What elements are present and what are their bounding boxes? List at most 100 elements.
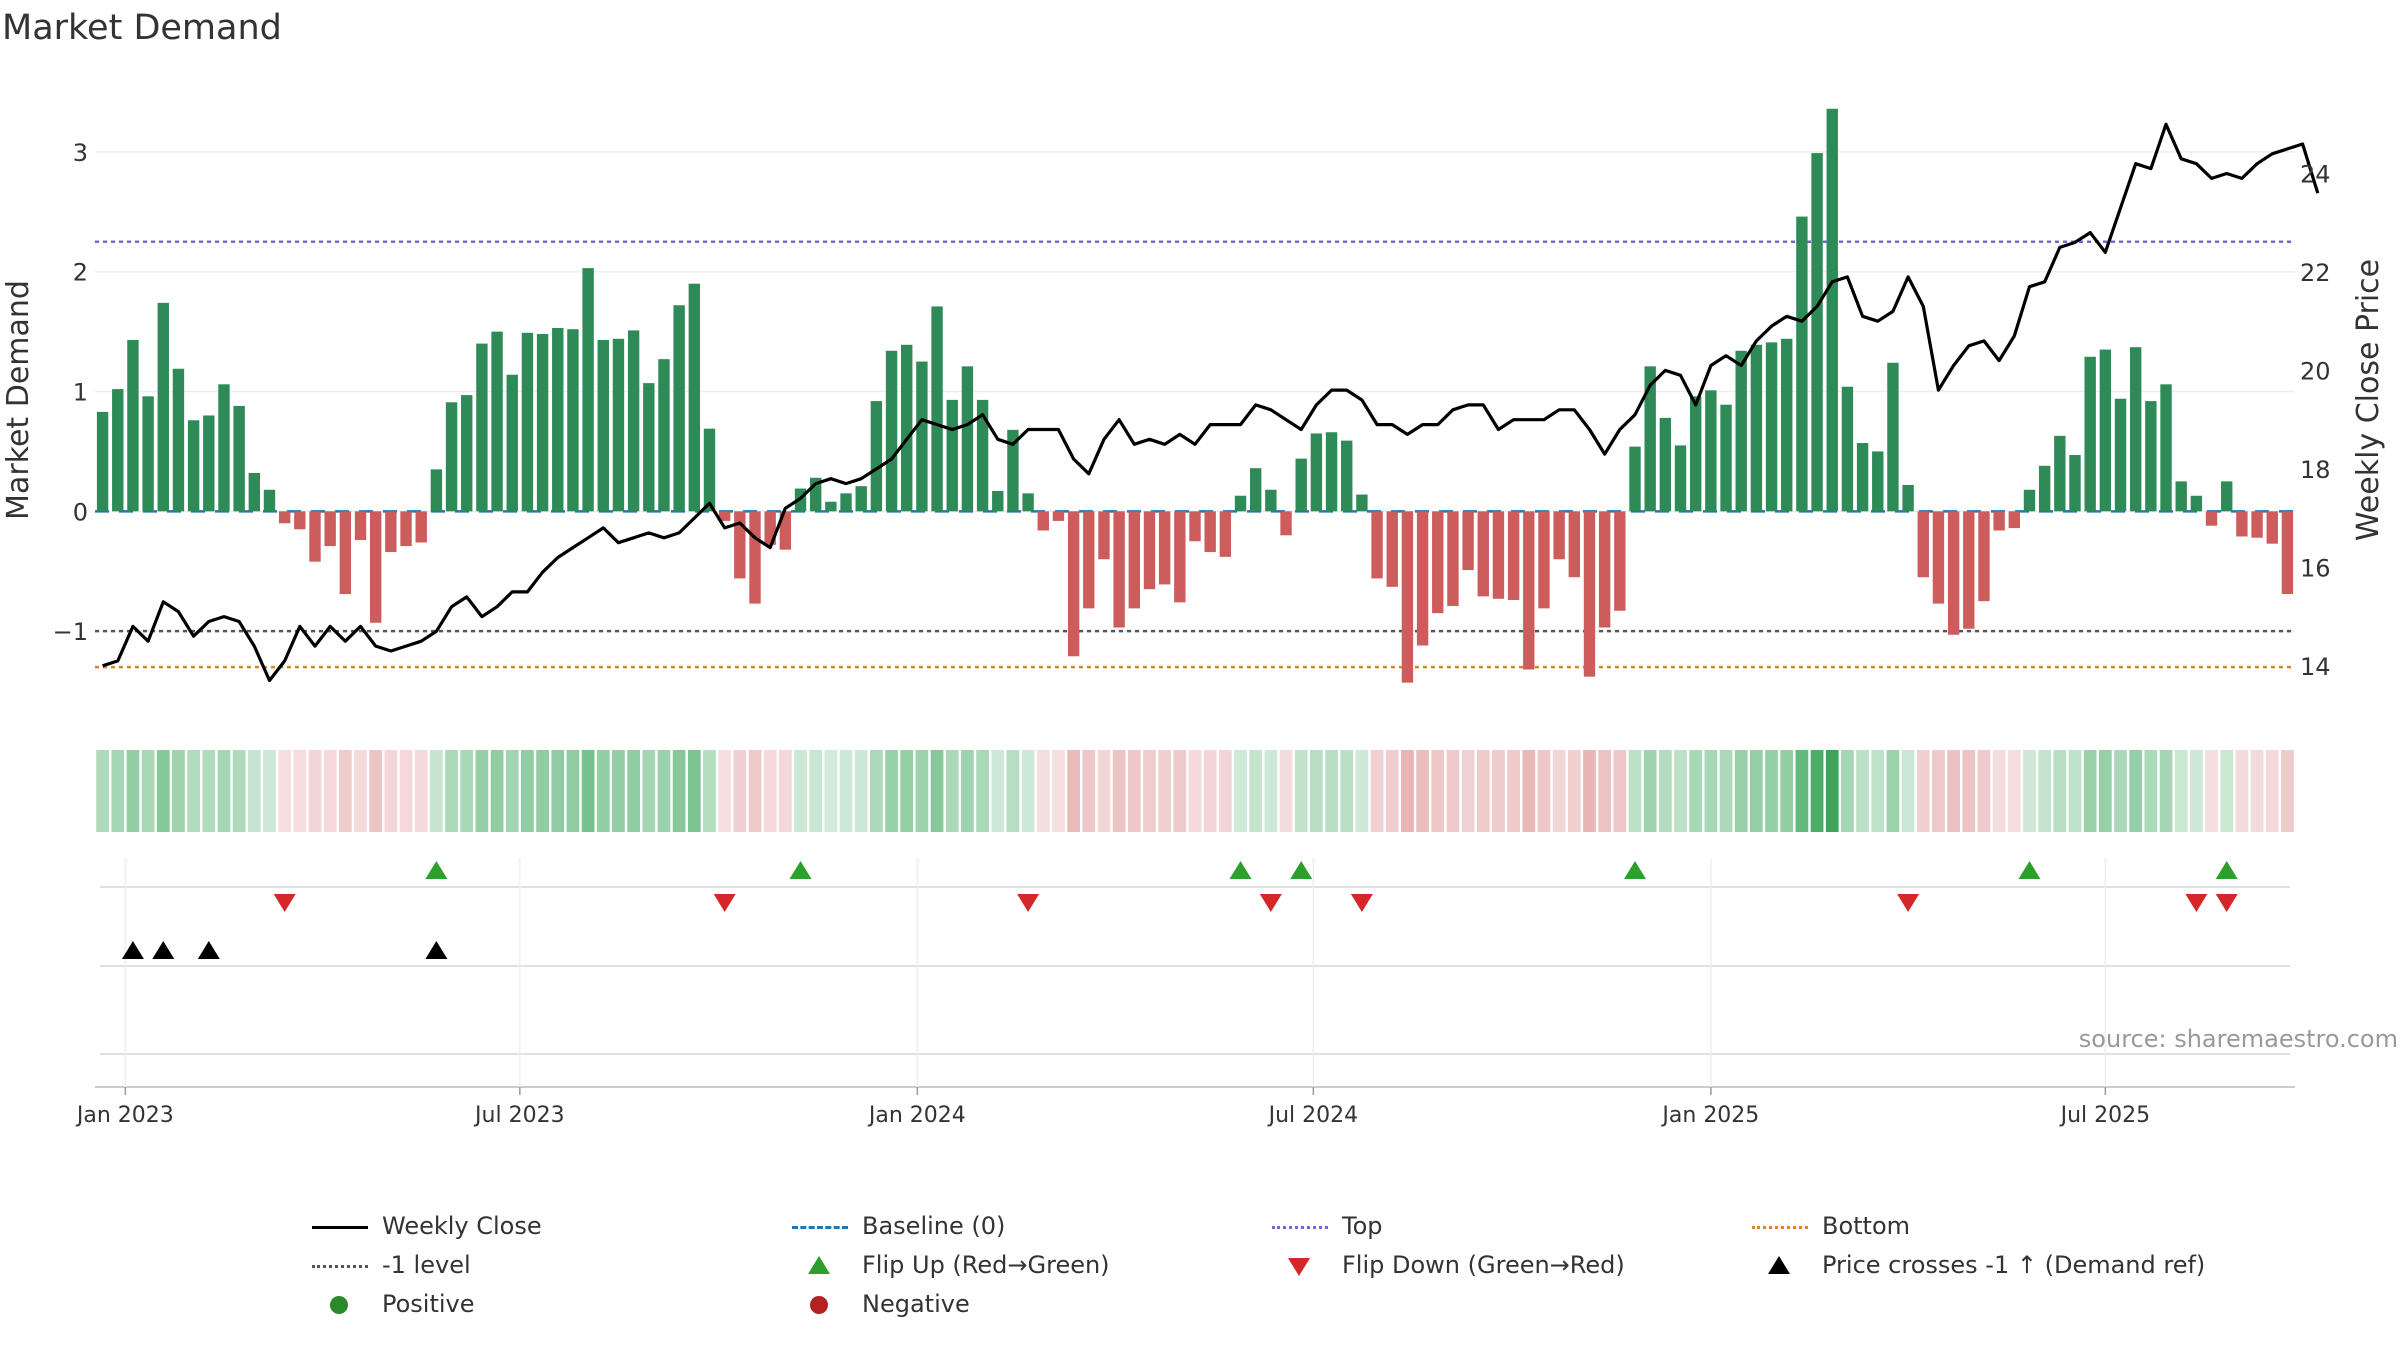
heat-cell-positive [460,750,474,832]
demand-bar-positive [1720,404,1732,512]
demand-bar-positive [612,338,625,512]
heat-cell-positive [172,750,185,832]
heat-cell-negative [1385,750,1399,832]
heat-cell-negative [1977,750,1991,832]
heat-cell-positive [794,750,807,832]
demand-bar-negative [1128,511,1140,609]
demand-bar-negative [1386,511,1398,587]
heat-cell-positive [1871,750,1885,832]
demand-bar-negative [1052,511,1065,521]
demand-bar-positive [2023,489,2036,512]
demand-bar-negative [309,511,321,562]
heat-cell-positive [1810,750,1824,832]
heat-cell-positive [141,750,155,832]
heat-cell-positive [2159,750,2173,832]
heat-cell-negative [1188,750,1202,832]
demand-bar-negative [1553,511,1565,560]
demand-bar-negative [1280,511,1292,536]
demand-bar-positive [1902,484,1914,512]
heat-cell-positive [1234,750,1247,832]
heat-cell-negative [1158,750,1172,832]
heat-cell-negative [1036,750,1050,832]
heat-cell-positive [536,750,549,832]
demand-bar-positive [1781,338,1793,512]
y2-tick-label: 22 [2300,259,2331,287]
heat-cell-positive [991,750,1005,832]
heat-cell-negative [1218,750,1232,832]
heat-cell-positive [156,750,170,832]
heat-cell-positive [2114,750,2127,832]
demand-bar-positive [1234,495,1247,512]
y-tick-label: 3 [73,139,88,167]
heat-cell-positive [490,750,504,832]
y2-tick-label: 20 [2300,357,2331,385]
demand-bar-positive [218,384,230,512]
demand-bar-negative [1432,511,1444,614]
demand-bar-positive [491,331,503,512]
heat-cell-positive [126,750,140,832]
demand-bar-positive [1674,445,1687,512]
heat-cell-positive [1734,750,1748,832]
demand-bar-positive [461,395,473,512]
demand-bar-positive [643,383,655,512]
legend-top: Top [1270,1212,1383,1240]
demand-bar-positive [1341,440,1353,512]
x-tick-label: Jan 2023 [75,1103,174,1128]
demand-bar-positive [582,268,594,512]
flip-down-marker [273,894,296,912]
legend-positive: Positive [310,1290,475,1318]
dotted-line-icon [1270,1215,1330,1239]
demand-bar-negative [1963,511,1975,629]
demand-bar-negative [354,511,367,541]
heat-cell-positive [642,750,656,832]
flip-up-marker [425,861,448,879]
heat-cell-positive [809,750,823,832]
heat-cell-positive [2144,750,2158,832]
x-tick-label: Jan 2025 [1660,1103,1759,1128]
demand-bar-negative [1947,511,1960,635]
heat-cell-negative [1507,750,1520,832]
demand-bar-positive [2160,384,2172,512]
heat-cell-negative [1916,750,1930,832]
demand-bar-positive [627,330,640,512]
demand-bar-positive [1705,390,1717,512]
demand-bar-negative [1614,511,1626,611]
demand-bar-positive [506,374,518,512]
demand-bar-negative [2281,511,2294,594]
demand-bar-positive [1310,433,1323,512]
heat-cell-negative [1598,750,1612,832]
demand-bar-positive [688,283,700,512]
heat-cell-negative [1370,750,1384,832]
demand-bar-negative [1583,511,1596,677]
y-axis-label: Market Demand [1,280,36,520]
heat-cell-positive [96,750,109,832]
heat-cell-negative [1173,750,1187,832]
heat-cell-positive [687,750,701,832]
demand-bar-negative [1538,511,1550,609]
heat-cell-negative [414,750,428,832]
demand-bar-positive [2054,435,2066,512]
demand-bar-negative [1204,511,1216,553]
demand-bar-positive [1007,429,1019,512]
heat-cell-positive [430,750,443,832]
heat-cell-negative [369,750,383,832]
demand-bar-positive [2145,401,2157,512]
demand-bar-negative [764,511,776,545]
y-tick-label: −1 [53,618,88,646]
demand-bar-positive [142,396,154,512]
heat-cell-positive [1310,750,1323,832]
heat-cell-positive [1355,750,1369,832]
demand-bar-positive [476,343,488,512]
heat-cell-positive [1901,750,1915,832]
heat-cell-negative [293,750,307,832]
demand-bar-negative [2205,511,2218,526]
legend-flip-down: Flip Down (Green→Red) [1270,1251,1625,1279]
y-tick-label: 1 [73,379,88,407]
demand-bar-positive [597,339,609,512]
flip-down-marker [1897,894,1920,912]
demand-bar-negative [734,511,746,579]
heat-cell-negative [1552,750,1566,832]
heat-cell-negative [1401,750,1414,832]
demand-bar-negative [779,511,792,550]
heat-cell-positive [1750,750,1763,832]
